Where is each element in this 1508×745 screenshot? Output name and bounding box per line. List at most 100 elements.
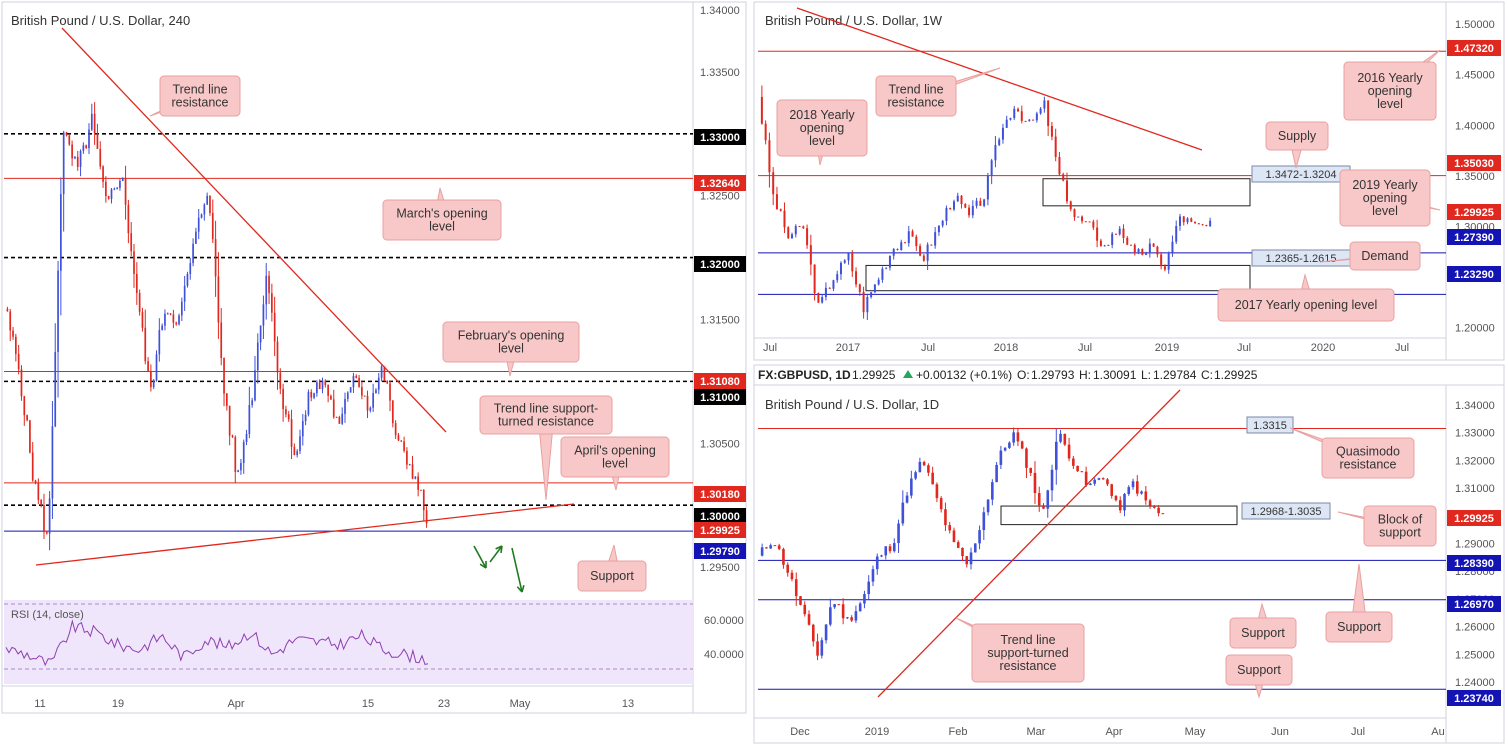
- projection-arrow: [473, 545, 487, 569]
- x-tick-label: Jul: [921, 342, 935, 354]
- candle-body: [394, 423, 397, 436]
- x-tick-label: 19: [112, 698, 124, 710]
- candle-body: [51, 426, 54, 499]
- candle-body: [1205, 225, 1208, 227]
- candle-body: [1072, 458, 1075, 466]
- candle-body: [904, 242, 907, 244]
- candle-body: [982, 512, 986, 531]
- x-tick-label: 15: [362, 698, 374, 710]
- projection-arrow: [511, 547, 523, 593]
- candle-body: [851, 253, 854, 272]
- candle-body: [1035, 113, 1038, 121]
- candle-body: [994, 145, 997, 161]
- annotation-trend-support-resistance: Trend line support-turned resistance: [479, 395, 613, 501]
- candle-body: [773, 545, 777, 547]
- candle-body: [944, 509, 947, 526]
- price-tag: 1.23740: [1447, 690, 1501, 706]
- price-tag: 1.47320: [1447, 40, 1501, 56]
- callout-box: [1229, 617, 1297, 649]
- chart-title: British Pound / U.S. Dollar, 1D: [765, 397, 939, 412]
- candle-body: [892, 248, 895, 256]
- candle-body: [1123, 494, 1126, 511]
- candle-body: [12, 330, 14, 337]
- candle-body: [1127, 487, 1131, 495]
- callout-text: resistance: [888, 96, 945, 110]
- rsi-band: [4, 600, 693, 684]
- candle-body: [31, 452, 34, 481]
- callout-text: February's opening: [458, 329, 565, 343]
- callout-box: [560, 436, 670, 478]
- candle-body: [389, 383, 391, 401]
- candle-body: [88, 129, 90, 149]
- y-tick-label: 1.24000: [1455, 677, 1495, 689]
- candle-body: [979, 200, 982, 206]
- price-tag-label: 1.31000: [700, 392, 740, 404]
- candle-body: [969, 552, 973, 565]
- price-tag-label: 1.31080: [700, 376, 740, 388]
- candle-body: [282, 388, 284, 410]
- x-tick-label: Apr: [1105, 726, 1122, 738]
- candle-body: [1137, 249, 1140, 253]
- callout-text: Trend line: [172, 83, 227, 97]
- callout-box: [1217, 288, 1395, 322]
- annotation-supply: Supply: [1265, 121, 1329, 169]
- callout-box: [577, 560, 647, 592]
- candle-body: [1039, 108, 1042, 114]
- callout-box: [442, 321, 580, 363]
- candle-body: [888, 255, 891, 268]
- trend-line-resistance: [796, 7, 1203, 151]
- x-tick-label: Jul: [763, 342, 777, 354]
- candle-body: [901, 502, 905, 524]
- candle-body: [945, 207, 948, 221]
- candle-body: [884, 546, 888, 556]
- candle-body: [265, 275, 268, 305]
- price-tag-label: 1.29925: [700, 525, 740, 537]
- candle-body: [880, 555, 883, 557]
- candle-body: [873, 284, 876, 293]
- candle-body: [121, 178, 124, 181]
- candle-body: [934, 232, 937, 246]
- candle-body: [240, 463, 242, 471]
- candle-body: [799, 596, 802, 605]
- candle-body: [192, 243, 194, 264]
- y-tick-label: 1.45000: [1455, 70, 1495, 82]
- candle-body: [133, 251, 135, 274]
- price-tag: 1.31000: [694, 389, 746, 405]
- candle-body: [973, 543, 977, 553]
- candle-body: [293, 446, 296, 456]
- candle-body: [6, 308, 9, 312]
- quote-change: +0.00132 (+0.1%): [916, 368, 1012, 382]
- candle-body: [850, 617, 853, 621]
- quote-l: 1.29784: [1153, 368, 1197, 382]
- candle-body: [1029, 467, 1033, 473]
- candle-body: [915, 236, 918, 247]
- candle-body: [1118, 500, 1122, 511]
- candle-body: [811, 624, 815, 642]
- price-tag-box: [1447, 596, 1501, 612]
- candle-body: [983, 199, 986, 206]
- candle-body: [922, 255, 925, 261]
- callout-text: March's opening: [396, 207, 487, 221]
- candle-body: [110, 189, 113, 199]
- candle-body: [1017, 108, 1020, 112]
- price-tag-box: [694, 543, 746, 559]
- quote-o-label: O:: [1017, 368, 1030, 382]
- candle-body: [775, 194, 778, 210]
- candle-body: [57, 270, 59, 352]
- quote-l-label: L:: [1141, 368, 1151, 382]
- candle-body: [1135, 481, 1139, 494]
- candle-body: [809, 245, 812, 265]
- candle-body: [119, 180, 121, 188]
- candle-body: [910, 478, 913, 496]
- candle-body: [914, 472, 917, 479]
- price-tag-box: [1447, 40, 1501, 56]
- candle-body: [824, 624, 828, 641]
- candle-body: [1050, 469, 1054, 491]
- callout-text: April's opening: [574, 444, 656, 458]
- candle-body: [189, 263, 192, 275]
- price-tag: 1.29925: [694, 522, 746, 538]
- candle-body: [414, 476, 417, 479]
